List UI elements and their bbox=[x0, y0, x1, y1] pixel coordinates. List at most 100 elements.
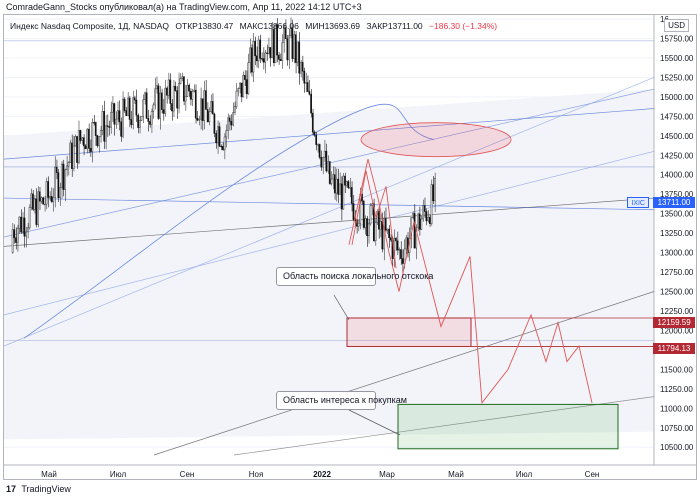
candle-body bbox=[366, 218, 368, 237]
candle-body bbox=[150, 111, 153, 125]
candle-body bbox=[434, 177, 436, 202]
candle-body bbox=[237, 88, 240, 92]
candle-body bbox=[410, 217, 412, 239]
candle-body bbox=[162, 109, 165, 114]
candle-body bbox=[291, 27, 294, 59]
y-tick-label: 10500.00 bbox=[660, 443, 694, 452]
candle-body bbox=[293, 34, 295, 59]
candle-body bbox=[115, 118, 117, 125]
y-tick-label: 15750.00 bbox=[660, 34, 694, 43]
candle-body bbox=[76, 136, 78, 163]
candle-body bbox=[77, 130, 80, 163]
candle-body bbox=[223, 136, 226, 150]
candle-body bbox=[352, 203, 355, 220]
candle-body bbox=[177, 83, 180, 109]
candle-body bbox=[59, 187, 61, 199]
candle-body bbox=[138, 120, 141, 128]
candle-body bbox=[396, 240, 399, 251]
candle-body bbox=[239, 82, 241, 89]
candle-body bbox=[417, 213, 419, 228]
candle-body bbox=[274, 24, 277, 64]
candle-body bbox=[272, 29, 275, 64]
x-tick-label: Ноя bbox=[249, 470, 264, 479]
candle-body bbox=[171, 103, 173, 112]
candle-body bbox=[300, 62, 302, 74]
candle-body bbox=[335, 178, 338, 194]
candle-body bbox=[339, 183, 341, 195]
candle-body bbox=[118, 110, 121, 123]
candle-body bbox=[210, 101, 212, 112]
y-tick-label: 14750.00 bbox=[660, 112, 694, 121]
candle-body bbox=[55, 166, 58, 173]
candle-body bbox=[88, 128, 90, 149]
candle-body bbox=[18, 216, 21, 229]
candle-body bbox=[328, 161, 331, 184]
legend-title: Индекс Nasdaq Composite, 1Д, NASDAQ bbox=[10, 21, 170, 31]
candle-body bbox=[278, 54, 280, 60]
candle-body bbox=[313, 131, 316, 136]
legend-open: ОТКР13830.47 bbox=[175, 21, 234, 31]
candle-body bbox=[27, 227, 29, 233]
candle-body bbox=[96, 135, 99, 146]
y-tick-label: 13750.00 bbox=[660, 190, 694, 199]
candle-body bbox=[196, 117, 199, 121]
chart-canvas[interactable]: 1615750.0015500.0015250.0015000.0014750.… bbox=[4, 15, 697, 480]
footer: 17 TradingView bbox=[0, 481, 700, 498]
candle-body bbox=[323, 150, 326, 158]
candle-body bbox=[230, 121, 233, 126]
candle-body bbox=[322, 157, 324, 168]
tradingview-logo-icon: 17 bbox=[6, 484, 17, 494]
candle-body bbox=[337, 178, 340, 195]
candle-body bbox=[413, 213, 416, 249]
candle-body bbox=[296, 41, 299, 63]
candle-body bbox=[37, 191, 39, 225]
candle-body bbox=[367, 223, 370, 237]
candle-body bbox=[401, 258, 404, 264]
chart-area[interactable]: 1615750.0015500.0015250.0015000.0014750.… bbox=[3, 14, 697, 480]
candle-body bbox=[123, 98, 126, 111]
candle-body bbox=[82, 137, 85, 147]
candle-body bbox=[211, 101, 214, 115]
buy-zone-callout: Область интереса к покупкам bbox=[276, 391, 407, 410]
candle-body bbox=[389, 237, 392, 241]
candle-body bbox=[218, 126, 221, 147]
candle-body bbox=[281, 42, 284, 61]
candle-body bbox=[340, 183, 343, 210]
candle-body bbox=[200, 98, 202, 120]
candle-body bbox=[286, 38, 289, 61]
candle-body bbox=[257, 39, 260, 62]
candle-body bbox=[259, 39, 262, 59]
candle-body bbox=[89, 148, 92, 152]
x-tick-label: Сен bbox=[180, 470, 195, 479]
candle-body bbox=[72, 145, 75, 169]
candle-body bbox=[386, 228, 389, 231]
candle-body bbox=[383, 218, 385, 250]
x-tick-label: Мар bbox=[379, 470, 395, 479]
y-tick-label: 13250.00 bbox=[660, 229, 694, 238]
candle-body bbox=[40, 197, 43, 202]
candle-body bbox=[235, 90, 238, 107]
candle-body bbox=[384, 218, 387, 231]
currency-selector[interactable]: USD bbox=[664, 19, 689, 32]
y-tick-label: 12500.00 bbox=[660, 288, 694, 297]
candle-body bbox=[242, 75, 245, 98]
candle-body bbox=[206, 109, 209, 123]
candle-body bbox=[54, 166, 56, 198]
candle-body bbox=[376, 211, 379, 224]
x-tick-label: Май bbox=[448, 470, 464, 479]
candle-body bbox=[203, 90, 206, 121]
x-tick-label: Сен bbox=[585, 470, 600, 479]
candle-body bbox=[125, 110, 128, 116]
x-tick-label: Май bbox=[41, 470, 57, 479]
y-tick-label: 14000.00 bbox=[660, 171, 694, 180]
trend-line bbox=[4, 77, 655, 347]
candle-body bbox=[32, 193, 34, 210]
candle-body bbox=[142, 99, 145, 117]
y-tick-label: 11000.00 bbox=[660, 404, 693, 413]
candle-body bbox=[94, 122, 97, 136]
footer-brand: TradingView bbox=[21, 484, 71, 494]
level-top-tag: 12159.59 bbox=[653, 317, 695, 328]
rebound-zone-rect bbox=[346, 317, 472, 347]
trend-line bbox=[4, 108, 655, 160]
y-tick-label: 13500.00 bbox=[660, 210, 694, 219]
